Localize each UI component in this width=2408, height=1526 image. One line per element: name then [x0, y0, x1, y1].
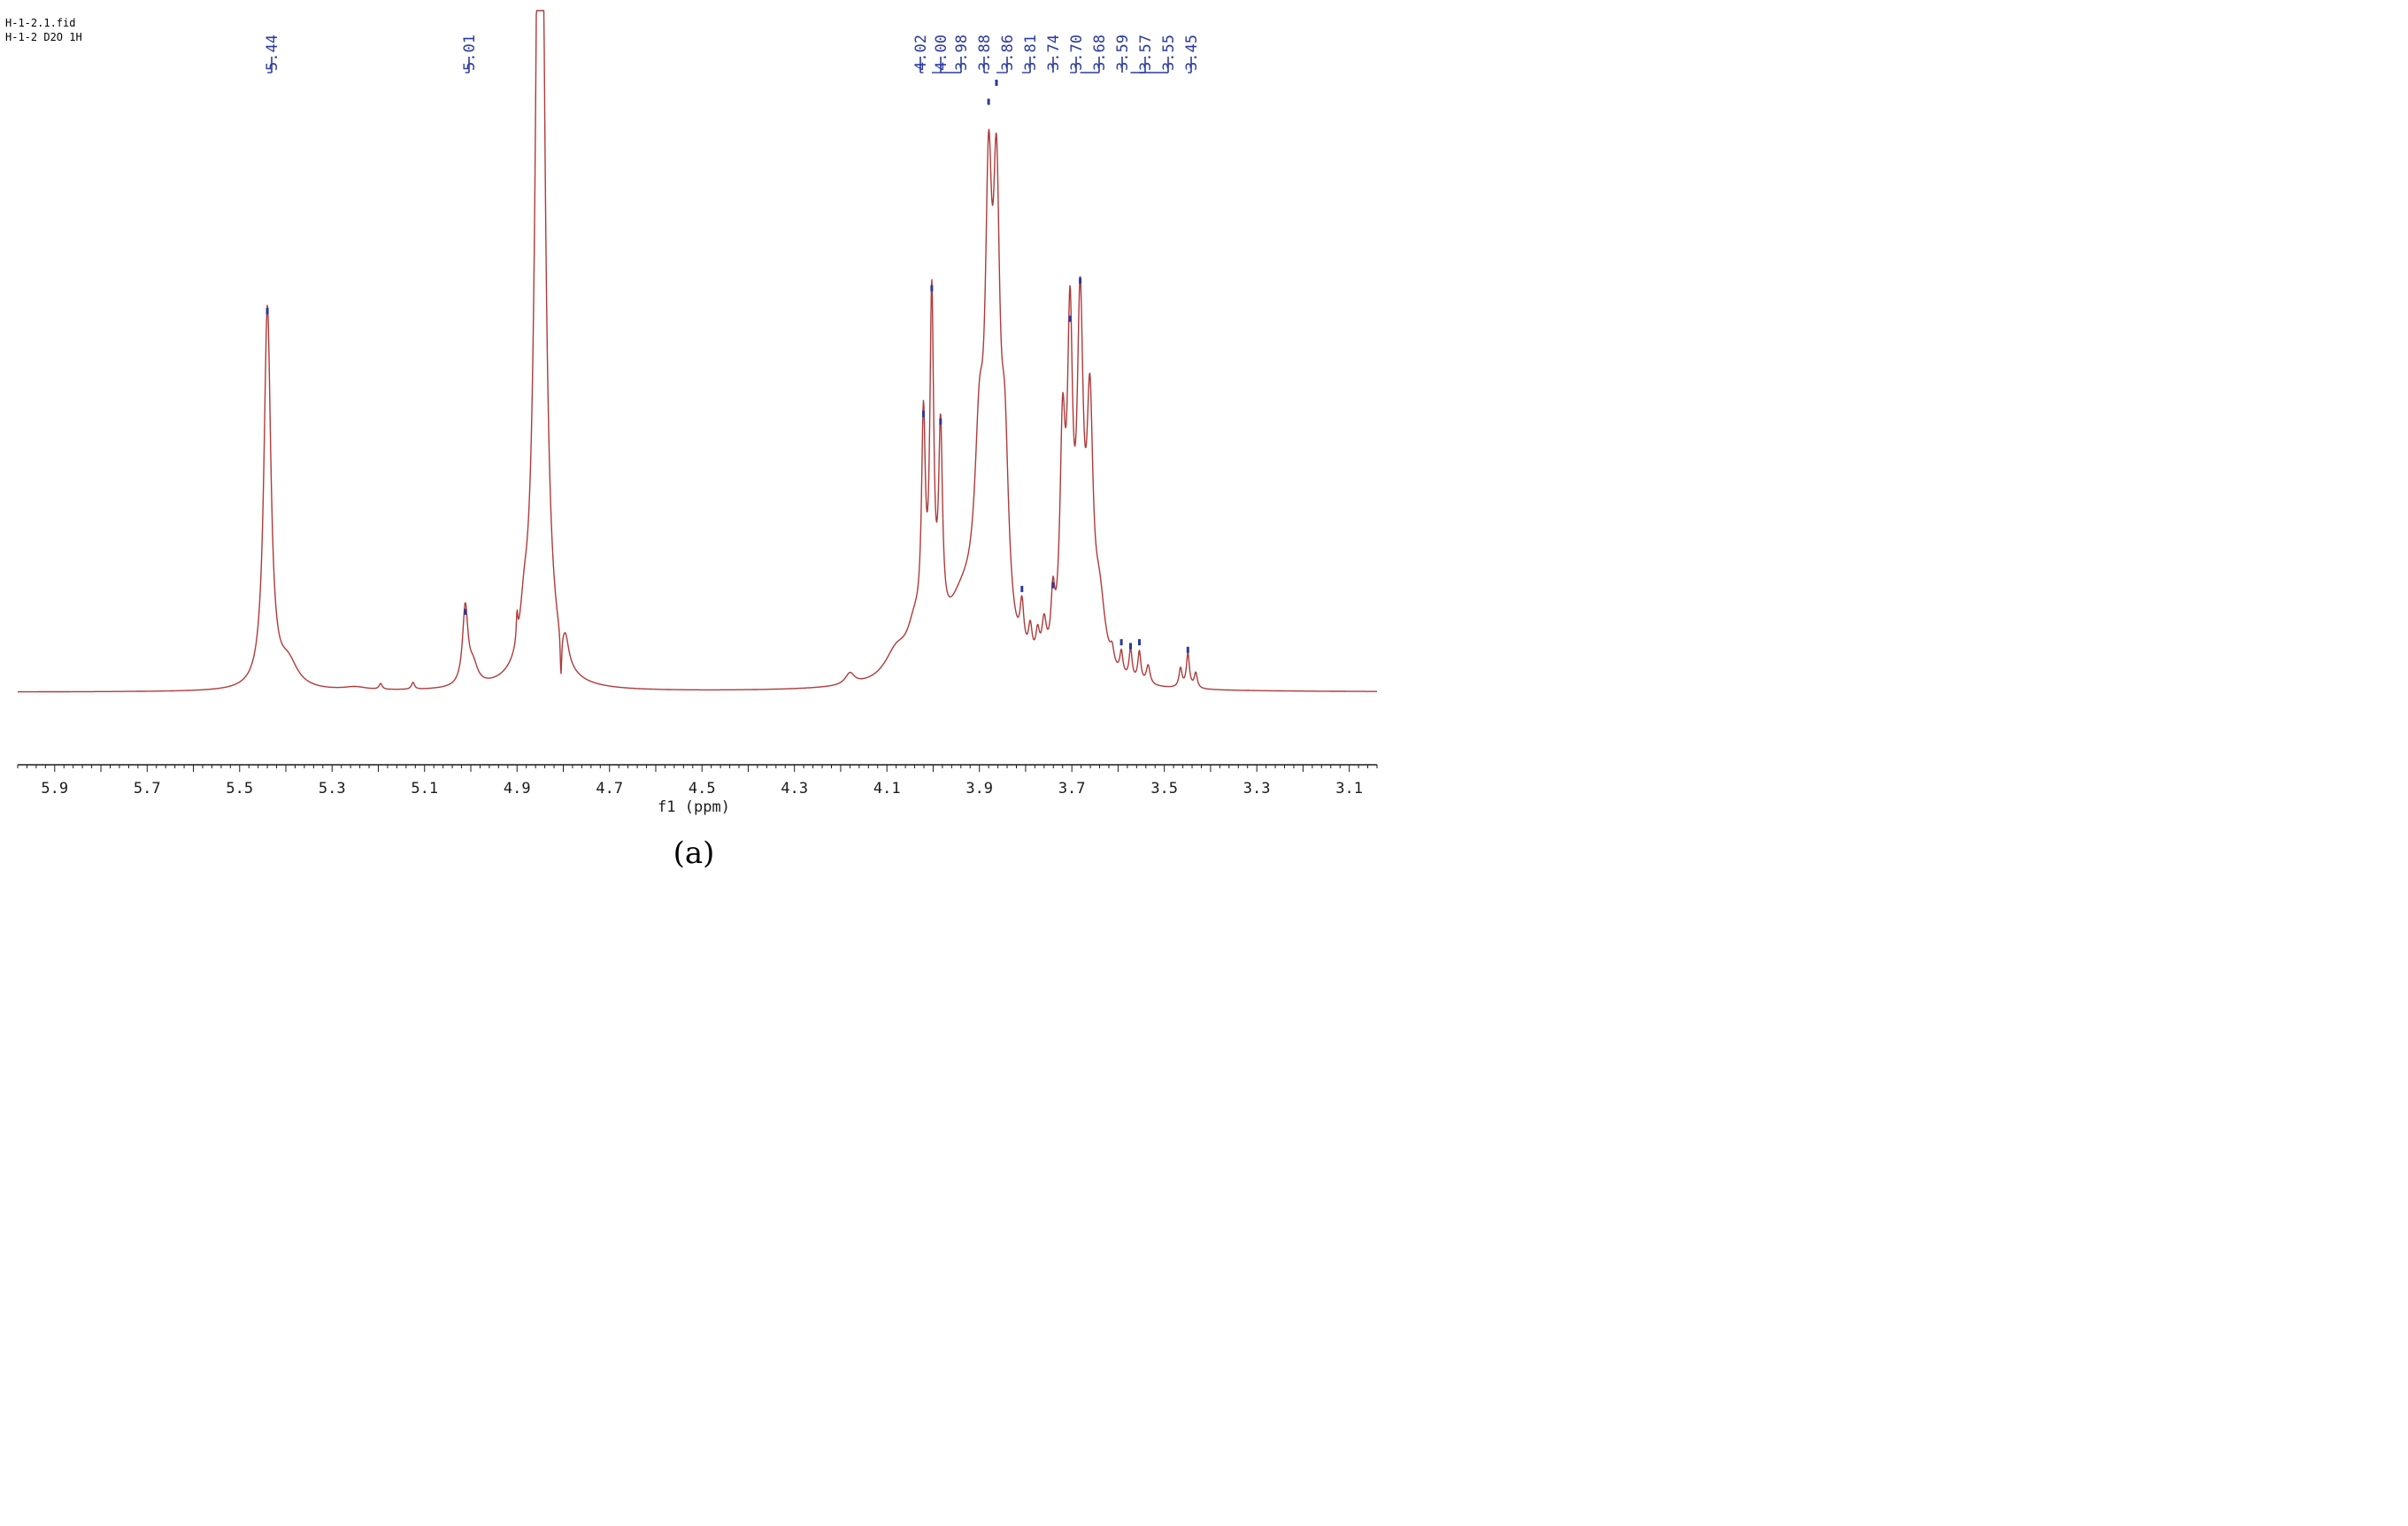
- x-tick-label: 5.9: [41, 780, 68, 798]
- peak-shift-label: 3.88: [976, 35, 994, 71]
- spectrum-file-name: H-1-2.1.fid: [5, 17, 75, 29]
- peak-label-leaders: [267, 57, 1192, 73]
- peak-marker: [922, 411, 925, 418]
- peak-marker: [1119, 639, 1123, 646]
- x-tick-label: 4.5: [689, 780, 716, 798]
- peak-marker: [1138, 639, 1141, 646]
- x-axis-title: f1 (ppm): [658, 798, 730, 816]
- x-tick-label: 5.5: [226, 780, 253, 798]
- spectrum-series-line: [17, 10, 1378, 693]
- peak-shift-label: 4.00: [933, 35, 950, 71]
- x-tick-label: 3.3: [1243, 780, 1271, 798]
- peak-marker: [1051, 582, 1055, 589]
- peak-markers: [265, 80, 1189, 653]
- peak-marker: [265, 308, 269, 314]
- x-tick-label: 5.7: [134, 780, 161, 798]
- peak-marker: [1020, 585, 1024, 592]
- panel-label: (a): [673, 836, 715, 871]
- x-tick-label: 4.1: [873, 780, 901, 798]
- x-tick-label: 4.7: [596, 780, 623, 798]
- peak-shift-label: 3.68: [1091, 35, 1109, 71]
- peak-marker: [1068, 315, 1072, 322]
- peak-marker: [930, 285, 934, 292]
- peak-marker: [995, 80, 998, 86]
- peak-shift-label: 3.55: [1160, 35, 1178, 71]
- peak-shift-label: 3.45: [1183, 35, 1201, 71]
- plot-area: [17, 10, 1378, 693]
- x-tick-label: 4.9: [504, 780, 531, 798]
- x-tick-label: 3.5: [1150, 780, 1178, 798]
- peak-marker: [939, 418, 942, 425]
- peak-shift-label: 3.59: [1114, 35, 1132, 71]
- nmr-spectrum-figure: H-1-2.1.fid H-1-2 D2O 1H 5.44 5.01 4.02 4.0…: [5, 10, 1378, 871]
- x-tick-label: 5.3: [319, 780, 346, 798]
- peak-marker: [1186, 646, 1189, 653]
- peak-shift-label: 5.44: [264, 35, 281, 71]
- peak-shift-label: 3.86: [999, 35, 1017, 71]
- peak-marker: [987, 98, 990, 105]
- peak-shift-label: 3.98: [953, 35, 971, 71]
- x-tick-label: 5.1: [411, 780, 438, 798]
- peak-shift-label: 3.74: [1045, 35, 1063, 71]
- peak-marker: [1129, 643, 1132, 650]
- x-tick-label: 3.1: [1335, 780, 1363, 798]
- x-axis: 5.9 5.7 5.5 5.3 5.1 4.9 4.7 4.5 4.3 4.1 3.9 3.7 3.5 3…: [17, 764, 1378, 798]
- peak-labels: 5.44 5.01 4.02 4.00 3.98 3.88 3.86 3.81 3.74 3.70…: [264, 35, 1201, 71]
- peak-shift-label: 4.02: [912, 35, 930, 71]
- x-tick-label: 4.3: [781, 780, 808, 798]
- peak-shift-label: 5.01: [461, 35, 479, 71]
- peak-shift-label: 3.81: [1022, 35, 1040, 71]
- peak-shift-label: 3.70: [1068, 35, 1086, 71]
- x-tick-label: 3.7: [1058, 780, 1086, 798]
- x-tick-label: 3.9: [966, 780, 993, 798]
- peak-marker: [464, 608, 467, 615]
- peak-marker: [1079, 277, 1082, 284]
- spectrum-sample-info: H-1-2 D2O 1H: [5, 31, 82, 43]
- peak-shift-label: 3.57: [1137, 35, 1155, 71]
